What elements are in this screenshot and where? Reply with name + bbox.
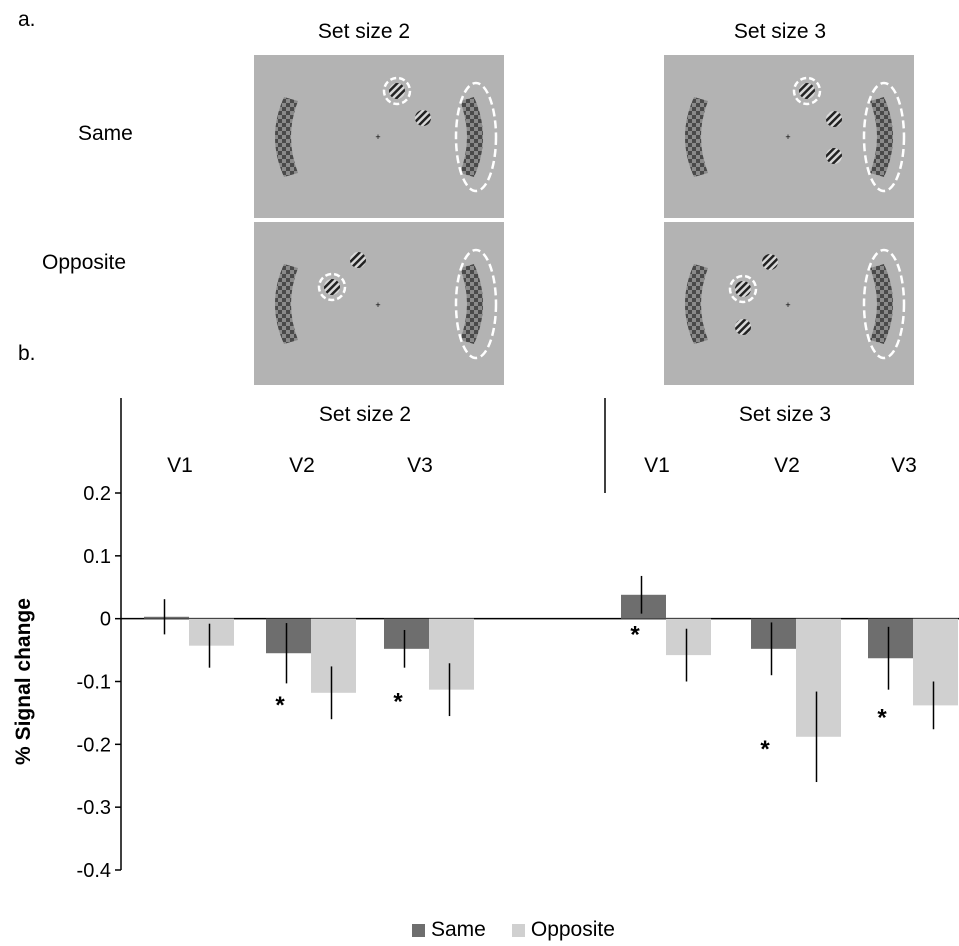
grating-distractor <box>826 111 842 127</box>
group-title: Set size 3 <box>739 403 831 426</box>
category-label: V2 <box>289 454 315 477</box>
legend-label-opposite: Opposite <box>530 918 615 941</box>
stimulus-same-set-size-3: + <box>664 55 914 218</box>
y-axis-label: % Signal change <box>12 598 35 765</box>
bar-opposite <box>429 618 474 690</box>
target-ellipse <box>862 248 906 360</box>
target-ellipse <box>454 81 498 193</box>
y-tick-label: -0.3 <box>77 797 111 819</box>
bar-opposite <box>666 618 711 656</box>
legend-swatch-same <box>412 923 425 937</box>
fixation-cross: + <box>375 132 380 142</box>
panel-a-label: a. <box>18 8 36 31</box>
grating-distractor <box>826 148 842 164</box>
bar-same <box>266 618 311 654</box>
stimulus-opposite-set-size-3: + <box>664 222 914 385</box>
category-label: V1 <box>167 454 193 477</box>
checkerboard-arc-right <box>460 264 483 344</box>
grating-distractor <box>350 252 366 268</box>
bar-opposite <box>796 618 841 737</box>
significance-marker: * <box>393 689 403 716</box>
target-circle <box>792 76 822 106</box>
target-circle <box>382 76 412 106</box>
grating-target <box>799 83 815 99</box>
category-label: V2 <box>774 454 800 477</box>
column-title-set-size-2: Set size 2 <box>317 20 411 43</box>
y-tick-label: -0.1 <box>77 672 111 694</box>
category-label: V3 <box>407 454 433 477</box>
target-ellipse <box>862 81 906 193</box>
fixation-cross: + <box>785 132 790 142</box>
checkerboard-arc-right <box>870 264 893 344</box>
bar-same <box>384 618 429 649</box>
significance-marker: * <box>630 622 640 649</box>
legend-swatch-opposite <box>511 923 525 937</box>
target-circle <box>317 272 347 302</box>
row-label-same: Same <box>78 122 133 145</box>
y-tick-label: 0.1 <box>83 546 111 568</box>
grating-target <box>735 281 751 297</box>
category-label: V1 <box>644 454 670 477</box>
legend: Same Opposite <box>412 918 615 942</box>
stimulus-opposite-set-size-2: + <box>254 222 504 385</box>
bar-opposite <box>189 618 234 646</box>
bar-same <box>621 594 666 619</box>
column-title-set-size-3: Set size 3 <box>733 20 827 43</box>
checkerboard-arc-right <box>870 97 893 177</box>
checkerboard-arc-right <box>460 97 483 177</box>
target-circle <box>728 274 758 304</box>
y-tick-label: -0.2 <box>77 734 111 756</box>
target-ellipse <box>454 248 498 360</box>
bar-same <box>868 618 913 659</box>
panel-b-label: b. <box>18 342 36 365</box>
checkerboard-arc-left <box>275 97 298 177</box>
grating-distractor <box>735 319 751 335</box>
bar-opposite <box>913 618 958 706</box>
checkerboard-arc-left <box>275 264 298 344</box>
fixation-cross: + <box>375 300 380 310</box>
bar-chart: 0.2 0.1 0 -0.1 -0.2 -0.3 -0.4 % Signal change Se… <box>12 398 959 882</box>
category-label: V3 <box>891 454 917 477</box>
stimulus-same-set-size-2: + <box>254 55 504 218</box>
grating-distractor <box>762 254 778 270</box>
y-tick-label: 0 <box>100 609 111 631</box>
group-title: Set size 2 <box>319 403 411 426</box>
row-label-opposite: Opposite <box>42 251 127 274</box>
significance-marker: * <box>877 704 887 731</box>
bar-opposite <box>311 618 356 693</box>
y-tick-label: 0.2 <box>83 483 111 505</box>
y-tick-label: -0.4 <box>77 860 111 882</box>
significance-marker: * <box>275 692 285 719</box>
checkerboard-arc-left <box>685 97 708 177</box>
bar-same <box>144 616 189 619</box>
fixation-cross: + <box>785 300 790 310</box>
bar-same <box>751 618 796 649</box>
grating-target <box>324 279 340 295</box>
checkerboard-arc-left <box>685 264 708 344</box>
significance-marker: * <box>760 736 770 763</box>
legend-label-same: Same <box>431 918 486 941</box>
grating-target <box>389 83 405 99</box>
grating-distractor <box>415 110 431 126</box>
